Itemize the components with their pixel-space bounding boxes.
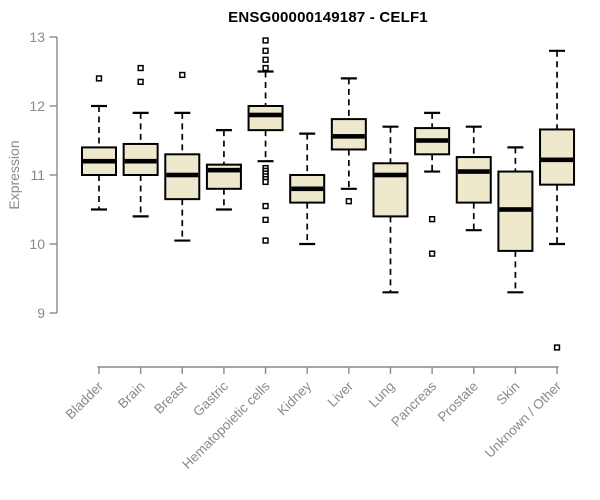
x-tick-label: Bladder xyxy=(63,378,107,422)
outlier-point xyxy=(262,216,269,223)
median-line xyxy=(457,169,490,174)
y-tick-label: 10 xyxy=(29,236,45,252)
median-line xyxy=(416,138,449,143)
outlier-point xyxy=(95,75,103,82)
median-line xyxy=(83,158,115,164)
x-tick-label: Gastric xyxy=(190,378,231,419)
outlier-point xyxy=(428,216,436,223)
outlier-point xyxy=(179,71,186,79)
x-tick-label: Unknown / Other xyxy=(482,378,565,461)
y-tick-label: 11 xyxy=(30,167,45,183)
median-line xyxy=(291,186,324,192)
x-tick-label: Prostate xyxy=(435,379,481,425)
y-tick-label: 13 xyxy=(29,29,45,45)
x-tick-label: Kidney xyxy=(275,378,315,418)
outlier-point xyxy=(553,344,561,351)
median-line xyxy=(166,172,199,178)
outlier-point xyxy=(262,47,269,54)
median-line xyxy=(124,158,157,164)
outlier-point xyxy=(262,37,269,44)
median-line xyxy=(207,167,240,173)
outlier-point xyxy=(262,64,269,72)
median-line xyxy=(332,134,365,139)
x-tick-label: Skin xyxy=(493,379,522,408)
x-tick-label: Brain xyxy=(115,379,148,412)
x-tick-label: Liver xyxy=(325,378,357,410)
outlier-point xyxy=(262,237,269,244)
box xyxy=(247,105,284,132)
outlier-point xyxy=(137,64,144,72)
outlier-point xyxy=(262,178,269,186)
outlier-point xyxy=(262,202,269,210)
median-line xyxy=(499,207,532,212)
outlier-point xyxy=(345,198,352,205)
x-tick-label: Pancreas xyxy=(388,378,439,429)
y-tick-label: 12 xyxy=(29,98,45,114)
x-tick-label: Breast xyxy=(151,378,189,416)
outlier-point xyxy=(428,250,436,257)
x-tick-label: Lung xyxy=(366,379,398,411)
chart-title: ENSG00000149187 - CELF1 xyxy=(228,9,428,26)
median-line xyxy=(541,157,574,163)
y-tick-label: 9 xyxy=(37,305,45,321)
box xyxy=(372,162,409,218)
box xyxy=(455,156,492,204)
outlier-point xyxy=(137,78,144,85)
box xyxy=(539,128,576,186)
median-line xyxy=(249,112,282,118)
outlier-point xyxy=(262,56,269,63)
median-line xyxy=(374,172,407,178)
y-axis-label: Expression xyxy=(6,140,22,210)
